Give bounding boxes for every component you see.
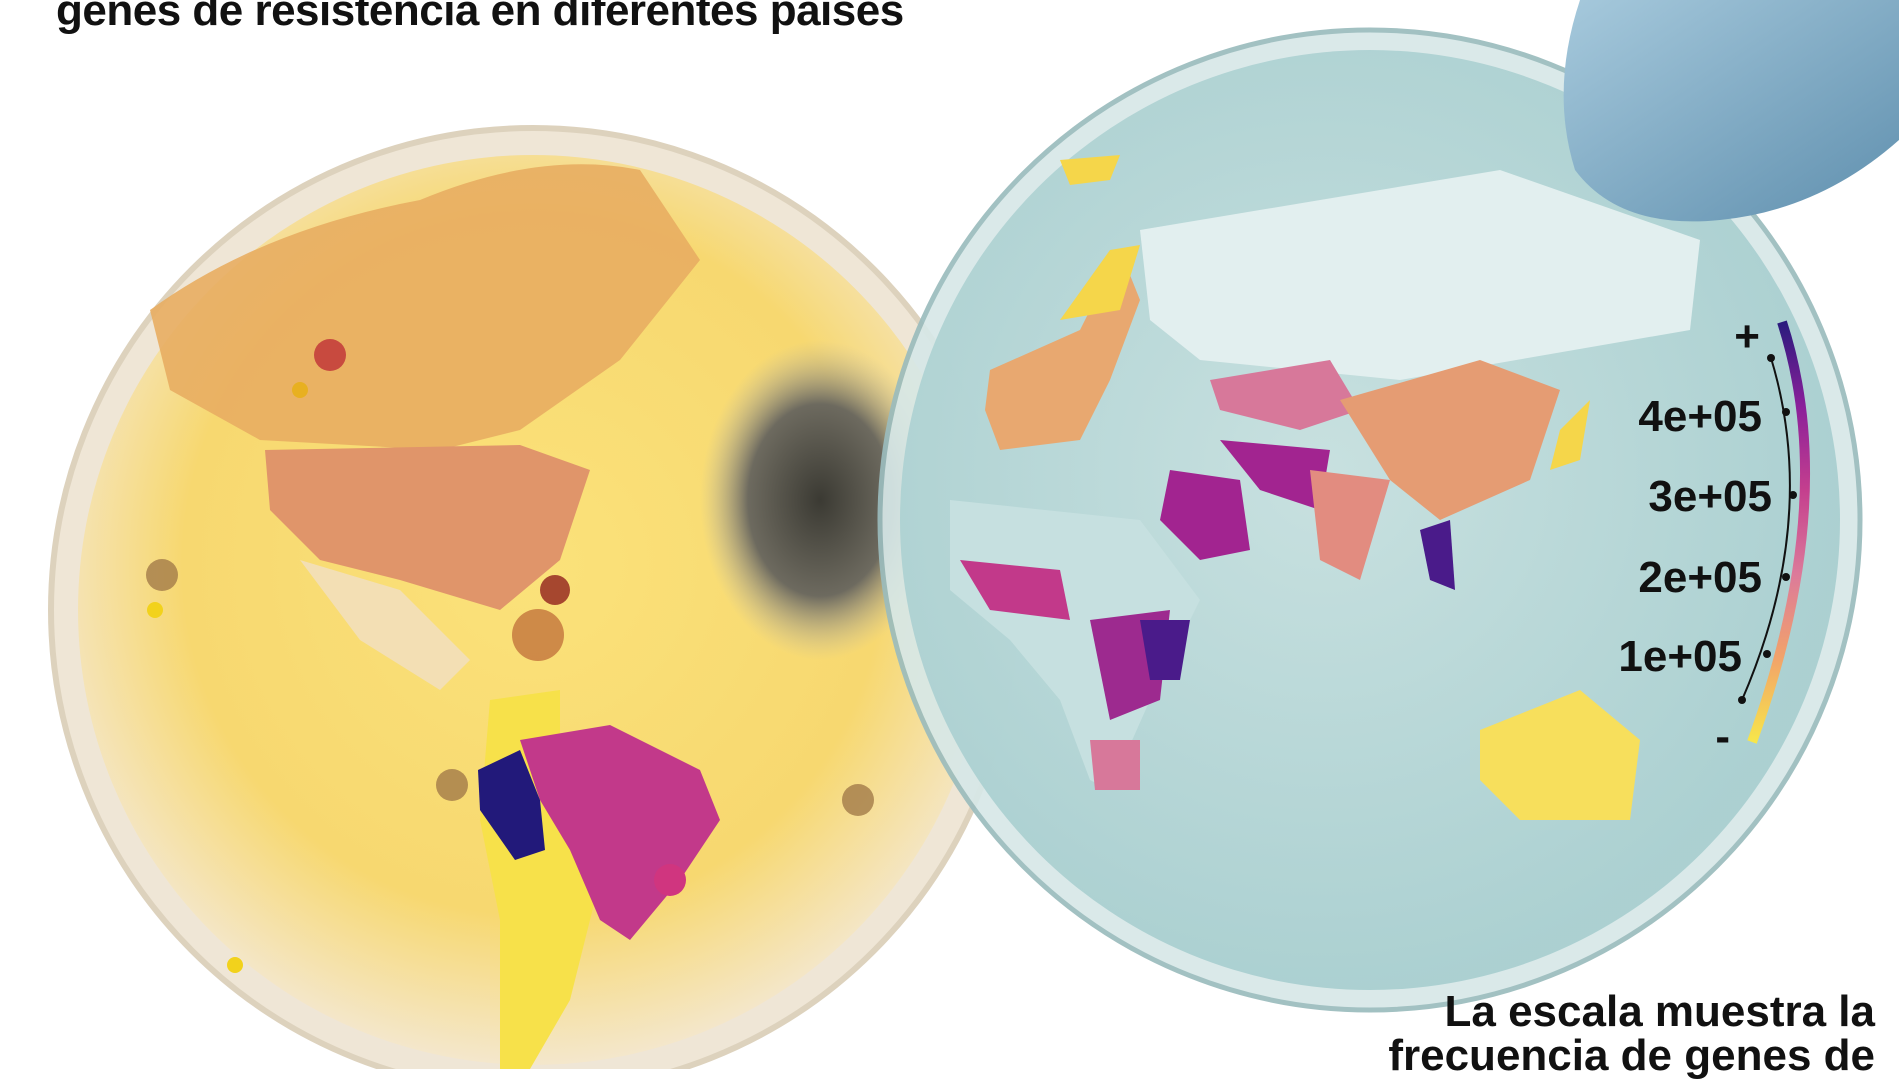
map-east-africa: [1140, 620, 1190, 680]
right-petri-dish: [877, 27, 1863, 1013]
map-iran-pakistan: [1220, 440, 1330, 510]
legend-tick-label: 3e+05: [1648, 472, 1772, 521]
map-peru: [478, 750, 545, 860]
map-japan: [1550, 400, 1590, 470]
legend-tick-mark: [1738, 696, 1746, 704]
scale-explanation-note: La escala muestra la frecuencia de genes…: [1388, 990, 1875, 1078]
legend-max-symbol: +: [1734, 312, 1760, 361]
map-usa: [265, 445, 590, 610]
gloved-finger: [1563, 0, 1899, 222]
legend-min-symbol: -: [1715, 712, 1730, 761]
legend-tick-label: 2e+05: [1638, 553, 1762, 602]
mold-colony: [700, 340, 940, 660]
colony-dot: [314, 339, 346, 371]
map-canada: [150, 164, 700, 450]
legend-tick-mark: [1782, 408, 1790, 416]
map-central-asia: [1210, 360, 1360, 430]
legend-axis: [1741, 357, 1791, 701]
legend-tick-label: 4e+05: [1638, 392, 1762, 441]
map-west-africa: [960, 560, 1070, 620]
note-line: frecuencia de genes de: [1388, 1031, 1875, 1080]
legend-tick-mark: [1767, 354, 1775, 362]
note-line: La escala muestra la: [1444, 987, 1875, 1036]
legend-tick-mark: [1782, 573, 1790, 581]
legend-tick-mark: [1789, 491, 1797, 499]
map-southeast-asia: [1420, 520, 1455, 590]
legend-tick-label: 1e+05: [1618, 632, 1742, 681]
map-china: [1340, 360, 1560, 520]
map-greenland: [1060, 155, 1120, 185]
map-mexico: [300, 560, 470, 690]
map-scandinavia: [1060, 245, 1140, 320]
map-russia: [1140, 170, 1700, 380]
map-south-africa: [1090, 740, 1140, 790]
page-title: genes de resistencia en diferentes paíse…: [56, 0, 904, 35]
legend-tick-mark: [1763, 650, 1771, 658]
map-middle-east: [1160, 470, 1250, 560]
map-india: [1310, 470, 1390, 580]
color-scale-legend: [1738, 320, 1811, 744]
color-ramp: [1747, 320, 1811, 744]
map-australia: [1480, 690, 1640, 820]
left-petri-dish: [48, 125, 1018, 1069]
